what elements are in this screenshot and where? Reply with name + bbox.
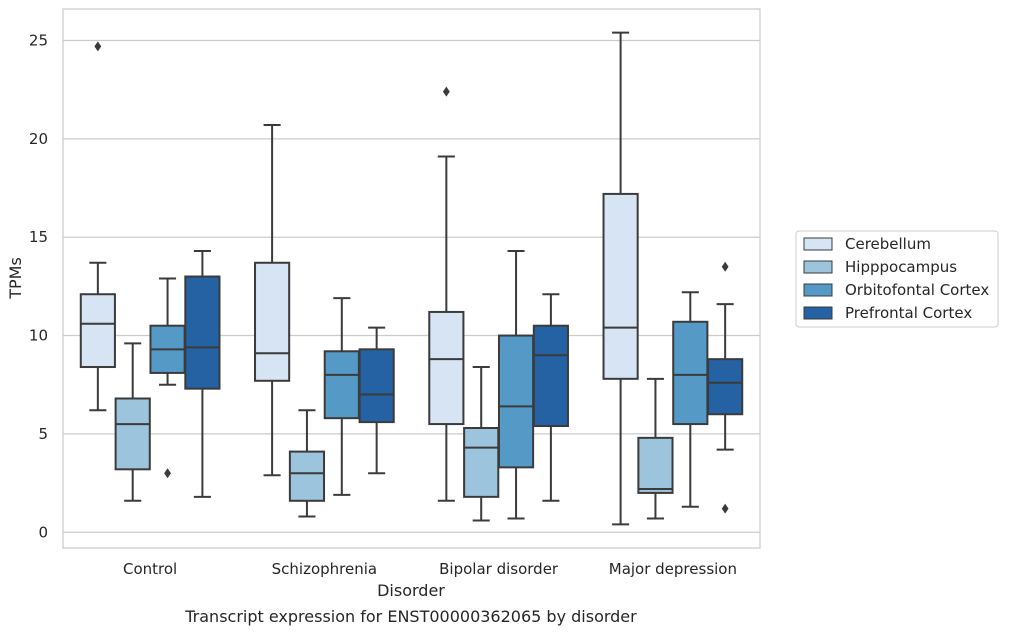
legend-swatch	[803, 283, 833, 297]
box-2-1	[323, 297, 360, 496]
box-body	[79, 293, 116, 369]
legend-swatch	[803, 237, 833, 251]
box-body	[672, 320, 709, 426]
box-body	[254, 261, 291, 382]
x-axis-label: Disorder	[377, 581, 445, 600]
box-2-0	[149, 277, 186, 479]
box-body	[637, 436, 674, 494]
box-groups	[79, 31, 744, 526]
y-tick-label-10: 10	[29, 327, 48, 345]
box-body	[184, 275, 221, 390]
box-body	[288, 450, 326, 502]
y-tick-label-20: 20	[29, 130, 48, 148]
legend-item-3: Prefrontal Cortex	[803, 304, 972, 322]
legend-swatch	[803, 306, 833, 320]
box-3-3	[707, 261, 744, 514]
box-body	[532, 324, 569, 428]
box-body	[602, 192, 639, 380]
y-tick-label-25: 25	[29, 31, 48, 49]
outlier-marker	[94, 41, 102, 52]
box-0-3	[602, 31, 639, 526]
outlier-marker	[721, 503, 729, 514]
x-tick-label-1: Schizophrenia	[272, 560, 377, 578]
legend-item-1: Hipppocampus	[803, 258, 957, 276]
box-body	[428, 310, 465, 426]
legend-item-0: Cerebellum	[803, 235, 931, 253]
outlier-marker	[442, 86, 450, 97]
legend-label: Hipppocampus	[845, 258, 957, 276]
outlier-marker	[721, 261, 729, 272]
box-0-1	[254, 124, 291, 477]
outlier-marker	[164, 468, 171, 479]
box-body	[463, 427, 500, 498]
legend-swatch	[803, 260, 833, 274]
box-2-3	[672, 291, 709, 508]
box-body	[707, 358, 744, 416]
box-1-0	[114, 342, 151, 502]
series-2	[149, 249, 709, 520]
y-tick-labels: 0 5 10 15 20 25	[29, 31, 48, 541]
box-1-3	[637, 377, 674, 520]
x-tick-label-3: Major depression	[609, 560, 737, 578]
box-2-2	[497, 249, 535, 520]
box-body	[358, 348, 395, 424]
legend-label: Orbitofontal Cortex	[845, 281, 989, 299]
x-tick-label-2: Bipolar disorder	[439, 560, 559, 578]
box-0-2	[428, 86, 465, 502]
box-1-1	[288, 409, 326, 518]
y-tick-label-0: 0	[38, 523, 48, 541]
box-3-0	[184, 249, 221, 498]
box-3-2	[532, 293, 569, 502]
figure-caption: Transcript expression for ENST0000036206…	[184, 607, 637, 626]
box-body	[323, 350, 360, 420]
legend-frame	[795, 230, 999, 328]
box-3-1	[358, 326, 395, 475]
y-tick-label-5: 5	[38, 425, 48, 443]
plot-frame	[62, 8, 761, 549]
series-0	[79, 31, 639, 526]
legend-item-2: Orbitofontal Cortex	[803, 281, 989, 299]
y-axis-label: TPMs	[6, 257, 25, 300]
y-tick-label-15: 15	[29, 228, 48, 246]
x-tick-labels: Control Schizophrenia Bipolar disorder Majo…	[123, 560, 737, 578]
box-body	[497, 334, 535, 469]
legend-label: Prefrontal Cortex	[845, 304, 972, 322]
box-body	[114, 397, 151, 471]
legend: Cerebellum Hipppocampus Orbitofontal Corte…	[795, 230, 999, 328]
box-0-0	[79, 41, 116, 412]
x-tick-label-0: Control	[123, 560, 177, 578]
series-3	[184, 249, 744, 514]
legend-label: Cerebellum	[845, 235, 931, 253]
